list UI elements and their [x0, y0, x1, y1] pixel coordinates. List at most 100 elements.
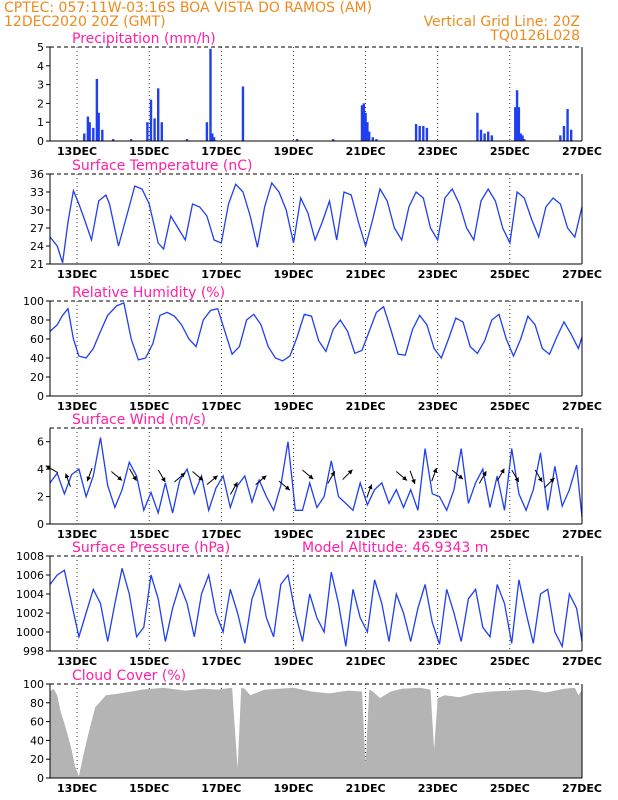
wind-arrow-head	[500, 468, 505, 474]
x-date-label: 13DEC	[57, 655, 97, 668]
precip-bar	[425, 127, 429, 141]
y-tick-label: 6	[37, 436, 44, 449]
wind-arrow	[544, 477, 555, 489]
wind-arrow-head	[132, 475, 137, 481]
wind-panel	[46, 427, 583, 525]
x-date-label: 23DEC	[418, 145, 458, 158]
y-tick-label: 21	[30, 258, 44, 271]
x-date-label: 15DEC	[129, 268, 169, 281]
x-date-label: 25DEC	[490, 528, 530, 541]
wind-arrow	[206, 475, 218, 485]
y-tick-label: 0	[37, 135, 44, 148]
wind-arrow	[366, 484, 373, 498]
x-date-label: 27DEC	[562, 268, 602, 281]
wind-arrow	[111, 471, 123, 481]
wind-arrow-head	[45, 465, 51, 470]
wind-arrow-head	[308, 474, 314, 480]
precip-bar	[153, 118, 156, 141]
y-tick-label: 80	[30, 697, 44, 710]
wind-arrow	[478, 471, 487, 484]
precip-bar	[101, 129, 104, 141]
x-date-label: 21DEC	[346, 400, 386, 413]
precip-bar	[514, 107, 517, 141]
precip-bar	[362, 103, 365, 141]
y-tick-label: 1002	[16, 607, 44, 620]
header-station: CPTEC: 057:11W-03:16S BOA VISTA DO RAMOS…	[4, 0, 372, 16]
x-date-label: 17DEC	[201, 400, 241, 413]
y-tick-label: 5	[37, 41, 44, 54]
y-tick-label: 27	[30, 222, 44, 235]
x-date-label: 21DEC	[346, 145, 386, 158]
x-date-label: 17DEC	[201, 782, 241, 795]
x-date-label: 19DEC	[273, 268, 313, 281]
wind-arrow	[174, 472, 186, 483]
precip-bar	[375, 139, 378, 141]
x-date-label: 27DEC	[562, 782, 602, 795]
y-tick-label: 40	[30, 734, 44, 747]
cloud-title: Cloud Cover (%)	[72, 668, 186, 684]
pressure-series-line	[49, 568, 583, 649]
wind-arrow	[278, 480, 291, 491]
header: CPTEC: 057:11W-03:16S BOA VISTA DO RAMOS…	[4, 0, 580, 44]
y-tick-label: 20	[30, 753, 44, 766]
x-date-label: 27DEC	[562, 528, 602, 541]
wind-arrow-head	[482, 471, 487, 477]
x-date-label: 25DEC	[490, 655, 530, 668]
x-date-label: 13DEC	[57, 400, 97, 413]
temperature-series-line	[49, 181, 583, 263]
wind-arrow-head	[161, 477, 166, 483]
precip-bar	[366, 122, 369, 141]
wind-arrow-head	[212, 475, 218, 481]
x-date-label: 17DEC	[201, 145, 241, 158]
precip-bar	[88, 122, 91, 141]
precip-bar	[371, 137, 375, 141]
humidity-series-line	[49, 302, 583, 362]
wind-arrow-head	[64, 473, 70, 479]
wind-arrow-head	[198, 475, 204, 481]
wind-arrow-head	[330, 471, 335, 477]
x-date-label: 15DEC	[129, 528, 169, 541]
y-tick-label: 33	[30, 186, 44, 199]
x-date-label: 17DEC	[201, 655, 241, 668]
precip-bar	[418, 125, 421, 141]
precip-bar	[97, 112, 100, 141]
y-tick-label: 1004	[16, 588, 44, 601]
x-date-label: 21DEC	[346, 655, 386, 668]
precip-bar	[360, 105, 364, 141]
wind-arrow	[395, 471, 408, 481]
x-date-label: 15DEC	[129, 782, 169, 795]
x-date-label: 25DEC	[490, 145, 530, 158]
wind-arrow-head	[537, 477, 543, 483]
precip-bar	[205, 122, 209, 141]
precip-bar	[566, 109, 569, 141]
y-tick-label: 60	[30, 716, 44, 729]
precip-bar	[559, 135, 562, 141]
x-date-label: 21DEC	[346, 782, 386, 795]
x-date-label: 13DEC	[57, 145, 97, 158]
wind-arrow	[129, 468, 137, 481]
precip-bar	[146, 122, 149, 141]
precipitation-panel	[46, 46, 583, 142]
y-tick-label: 2	[37, 491, 44, 504]
wind-arrow-head	[117, 475, 123, 481]
y-tick-label: 30	[30, 204, 44, 217]
wind-arrow	[192, 471, 204, 481]
precip-bar	[149, 99, 153, 141]
temperature-title: Surface Temperature (nC)	[72, 158, 253, 174]
precip-bar	[569, 129, 573, 141]
precip-bar	[129, 139, 133, 141]
precipitation-title: Precipitation (mm/h)	[72, 31, 216, 47]
y-tick-label: 2	[37, 97, 44, 110]
precip-bar	[295, 139, 299, 141]
precip-bar	[212, 137, 216, 141]
wind-arrow	[342, 469, 353, 480]
precip-bar	[515, 90, 519, 141]
precip-bar	[521, 135, 524, 141]
x-date-label: 13DEC	[57, 782, 97, 795]
x-date-label: 25DEC	[490, 400, 530, 413]
x-date-label: 19DEC	[273, 400, 313, 413]
y-tick-label: 100	[23, 678, 44, 691]
precip-bar	[364, 112, 367, 141]
wind-arrow	[451, 469, 464, 480]
